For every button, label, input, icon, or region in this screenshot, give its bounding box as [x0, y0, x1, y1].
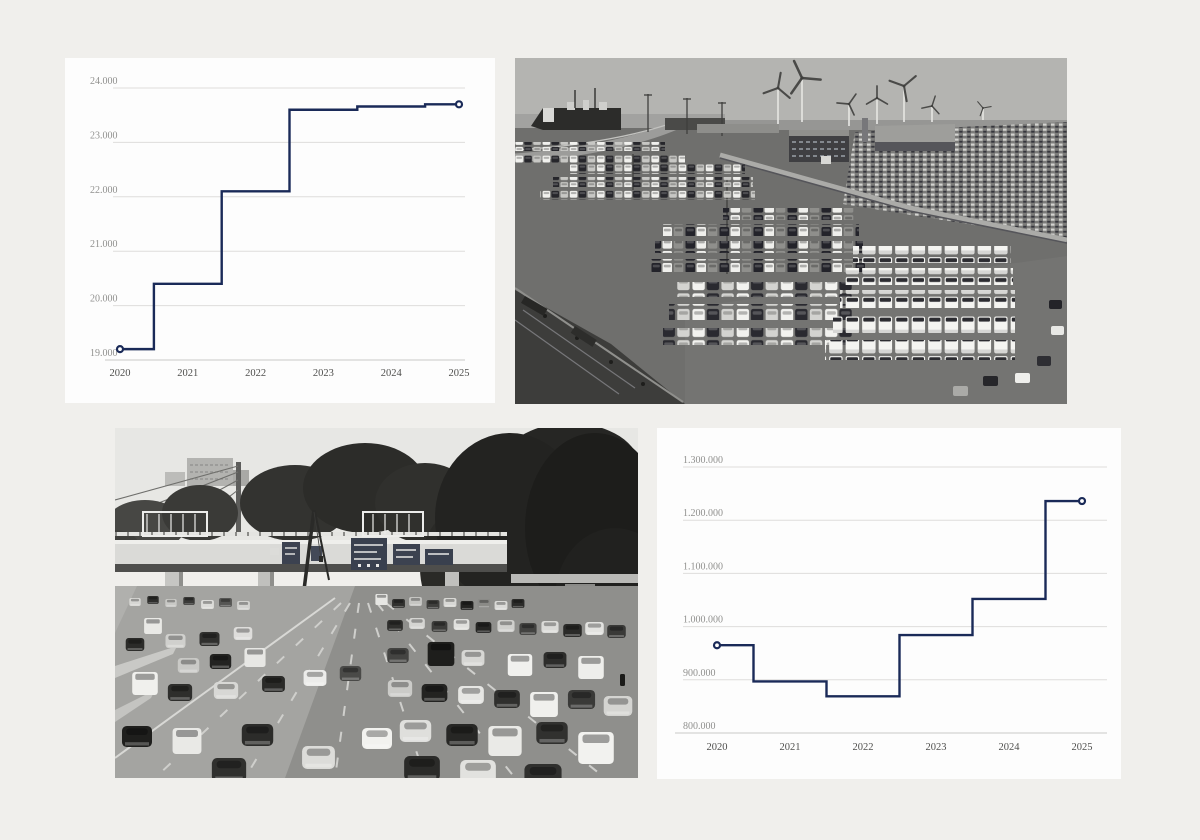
svg-text:1.000.000: 1.000.000 [683, 615, 723, 626]
svg-text:2020: 2020 [707, 742, 728, 753]
step-line-chart-large-scale: 800.000 900.000 1.000.000 1.100.000 1.200.00… [675, 455, 1107, 753]
svg-text:2023: 2023 [926, 742, 947, 753]
wind-turbines [762, 58, 992, 126]
highway-traffic-photo [115, 428, 638, 778]
overhead-signs [270, 538, 453, 570]
svg-text:2022: 2022 [245, 368, 266, 379]
svg-text:20.000: 20.000 [90, 294, 118, 305]
svg-text:2024: 2024 [381, 368, 403, 379]
svg-text:22.000: 22.000 [90, 185, 118, 196]
ship [531, 88, 725, 130]
svg-text:800.000: 800.000 [683, 721, 716, 732]
svg-text:900.000: 900.000 [683, 668, 716, 679]
svg-text:24.000: 24.000 [90, 76, 118, 87]
car-terminal-illustration [515, 58, 1067, 404]
chart-card-registrations: 19.000 20.000 21.000 22.000 23.000 24.000 2020… [65, 58, 495, 403]
svg-text:21.000: 21.000 [90, 239, 118, 250]
svg-text:2021: 2021 [780, 742, 801, 753]
parked-car-rows [540, 164, 865, 345]
svg-text:1.200.000: 1.200.000 [683, 508, 723, 519]
svg-text:2024: 2024 [999, 742, 1021, 753]
parked-van-rows [825, 246, 1015, 360]
svg-text:2020: 2020 [110, 368, 131, 379]
traffic-vehicles [122, 594, 633, 778]
svg-text:2022: 2022 [853, 742, 874, 753]
scattered-cars [953, 300, 1064, 396]
svg-text:2025: 2025 [449, 368, 470, 379]
quay [515, 287, 685, 404]
motorcycle [620, 674, 625, 686]
svg-text:1.300.000: 1.300.000 [683, 455, 723, 466]
svg-text:2021: 2021 [177, 368, 198, 379]
svg-text:19.000: 19.000 [90, 348, 118, 359]
distant-car-lot [719, 122, 1067, 244]
car-terminal-photo [515, 58, 1067, 404]
svg-text:2023: 2023 [313, 368, 334, 379]
step-line-chart-small-scale: 19.000 20.000 21.000 22.000 23.000 24.000 2020… [90, 76, 470, 379]
warehouses [697, 118, 955, 164]
highway-traffic-illustration [115, 428, 638, 778]
median-barrier [115, 646, 177, 678]
svg-text:1.100.000: 1.100.000 [683, 561, 723, 572]
svg-text:23.000: 23.000 [90, 130, 118, 141]
svg-text:2025: 2025 [1072, 742, 1093, 753]
chart-card-large-scale: 800.000 900.000 1.000.000 1.100.000 1.200.00… [657, 428, 1121, 779]
